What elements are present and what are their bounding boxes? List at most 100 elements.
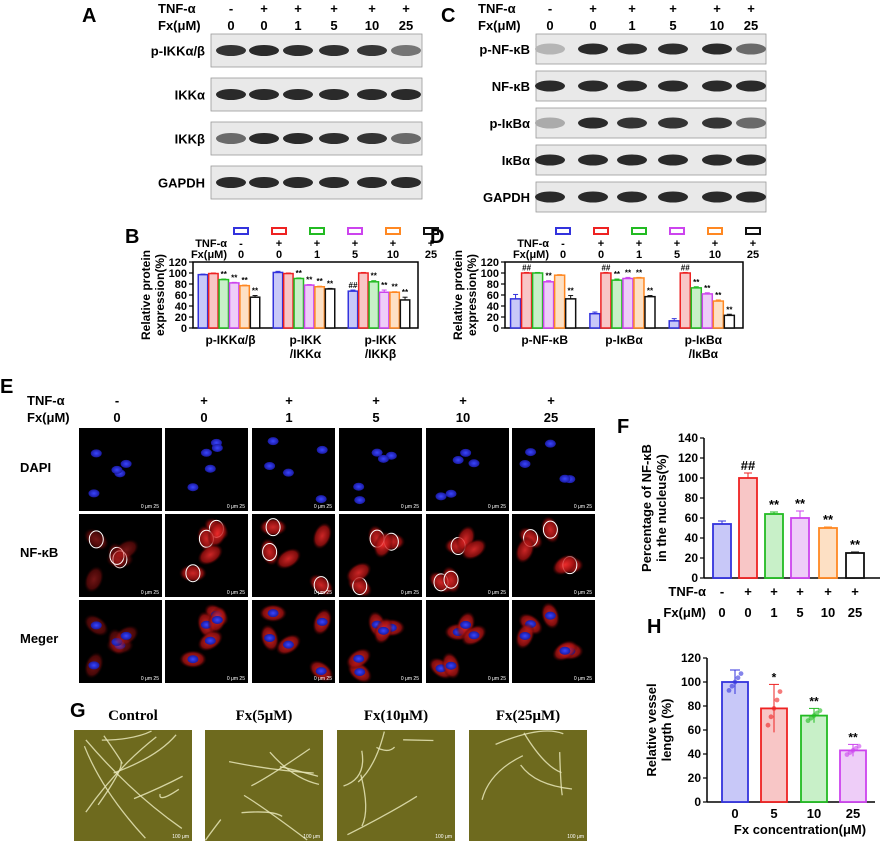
vessel-tube <box>85 739 183 829</box>
nucleus <box>211 615 223 624</box>
blot-band <box>578 191 608 203</box>
tnf-value: + <box>547 393 555 408</box>
micrograph-tile: 0 μm 25 <box>339 600 422 684</box>
blot-band <box>617 43 647 55</box>
bar <box>712 523 732 579</box>
tnf-value: + <box>628 1 636 16</box>
y-tick-label: 100 <box>169 268 187 280</box>
fx-value: 0 <box>276 249 282 261</box>
tnf-label: TNF-α <box>517 238 549 250</box>
blot-band <box>249 45 279 56</box>
legend-swatch <box>555 227 571 235</box>
blot-row-label: NF-κB <box>492 79 530 94</box>
significance-mark: ** <box>726 305 733 314</box>
tnf-label: TNF-α <box>195 238 227 250</box>
fx-value: 0 <box>238 249 244 261</box>
fx-value: 10 <box>365 18 379 33</box>
y-tick-label: 0 <box>694 795 701 809</box>
fx-value: 25 <box>747 249 759 261</box>
fx-value: 0 <box>598 249 604 261</box>
tnf-value: + <box>428 238 434 250</box>
fx-label: Fx(μM) <box>513 249 549 261</box>
vessel-tube <box>360 774 367 827</box>
significance-mark: ** <box>371 272 378 281</box>
y-tick-label: 40 <box>688 747 702 761</box>
fx-value: 5 <box>796 605 803 620</box>
micrograph-tile: 0 μm 25 <box>79 428 162 511</box>
tnf-value: - <box>720 584 724 599</box>
nucleus <box>519 459 531 468</box>
significance-mark: ** <box>636 268 643 277</box>
significance-mark: ** <box>221 270 228 279</box>
image-background <box>337 730 455 841</box>
blot-row-label: IκBα <box>502 153 530 168</box>
nucleus <box>282 640 294 649</box>
fx-value: 0 <box>227 18 234 33</box>
micrograph-tile: 0 μm 25 <box>426 428 509 511</box>
scale-bar-label: 0 μm 25 <box>314 676 332 682</box>
fx-value: 25 <box>425 249 437 261</box>
panel-d-bar-chart: -0+0+1+5+10+25TNF-αFx(μM)020406080100120… <box>451 227 761 361</box>
nucleus <box>315 495 327 504</box>
y-tick-label: 40 <box>685 531 699 545</box>
scale-bar-label: 0 μm 25 <box>314 504 332 510</box>
tnf-value: + <box>747 1 755 16</box>
micrograph-tile: 0 μm 25 <box>512 514 595 597</box>
cytoplasm-stain <box>275 548 302 570</box>
vessel-tube <box>559 752 563 796</box>
blot-band <box>702 154 732 166</box>
micrograph-tile: 0 μm 25 <box>252 514 335 597</box>
tnf-value: + <box>796 584 804 599</box>
bar <box>293 277 305 329</box>
bar <box>399 299 411 329</box>
blot-band <box>617 117 647 129</box>
fx-value: 10 <box>709 249 721 261</box>
nucleus <box>354 668 366 677</box>
significance-mark: ** <box>715 291 722 300</box>
nucleus <box>267 437 279 446</box>
tnf-value: + <box>285 393 293 408</box>
x-group-label: /IKKα <box>290 347 322 361</box>
legend-swatch <box>347 227 363 235</box>
nucleus <box>544 439 556 448</box>
significance-mark: ** <box>823 512 834 527</box>
significance-mark: ## <box>681 263 690 272</box>
scale-bar-label: 0 μm 25 <box>488 590 506 596</box>
x-tick-label: 0 <box>731 806 738 821</box>
scale-bar-label: 0 μm 25 <box>574 590 592 596</box>
vessel-tube <box>97 761 122 806</box>
row-label: Meger <box>20 631 58 646</box>
tnf-value: + <box>330 1 338 16</box>
tnf-label: TNF-α <box>668 584 706 599</box>
blot-band <box>391 133 421 144</box>
legend-swatch <box>385 227 401 235</box>
blot-row-label: GAPDH <box>158 176 205 191</box>
significance-mark: ** <box>546 272 553 281</box>
fx-value: 25 <box>399 18 413 33</box>
bar <box>239 284 251 329</box>
bar <box>701 293 714 329</box>
y-tick-label: 100 <box>678 471 698 485</box>
vessel-tube <box>347 795 418 836</box>
fx-value: 1 <box>628 18 635 33</box>
vessel-tube <box>133 775 183 800</box>
y-axis-label: Percentage of NF-κBin the nucleus(%) <box>639 444 669 572</box>
blot-band <box>535 43 565 55</box>
nucleus-outline <box>443 570 459 589</box>
tnf-value: + <box>636 238 642 250</box>
bar <box>668 320 680 329</box>
tube-formation-image: 100 μm <box>74 730 192 841</box>
bar <box>723 314 736 329</box>
data-point <box>732 679 738 685</box>
blot-band <box>578 154 608 166</box>
panel-letter-e: E <box>0 376 13 398</box>
fx-label: Fx(μM) <box>158 18 201 33</box>
y-axis-label: Relative proteinexpression(%) <box>451 250 479 340</box>
lane-header: - + + + + +0 0 1 5 10 25 <box>546 1 758 33</box>
nucleus <box>211 443 223 452</box>
data-point <box>726 688 732 693</box>
y-tick-label: 100 <box>481 268 499 280</box>
fx-value: 0 <box>718 605 725 620</box>
fx-value: 0 <box>560 249 566 261</box>
